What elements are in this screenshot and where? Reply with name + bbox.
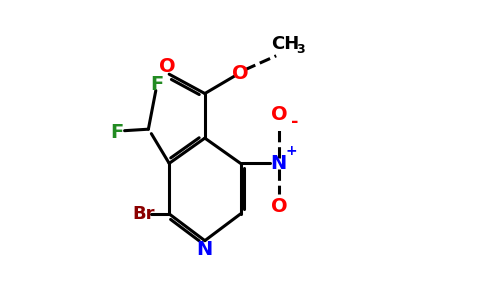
Text: F: F — [151, 75, 164, 94]
Text: 3: 3 — [297, 43, 305, 56]
Text: CH: CH — [271, 35, 299, 53]
Text: O: O — [271, 105, 287, 124]
Text: F: F — [110, 123, 124, 142]
Text: +: + — [286, 144, 298, 158]
Text: O: O — [271, 197, 287, 216]
Text: O: O — [159, 57, 176, 76]
Text: -: - — [291, 113, 298, 131]
Text: O: O — [232, 64, 249, 83]
Text: Br: Br — [133, 205, 155, 223]
Text: N: N — [197, 240, 213, 259]
Text: N: N — [271, 154, 287, 173]
